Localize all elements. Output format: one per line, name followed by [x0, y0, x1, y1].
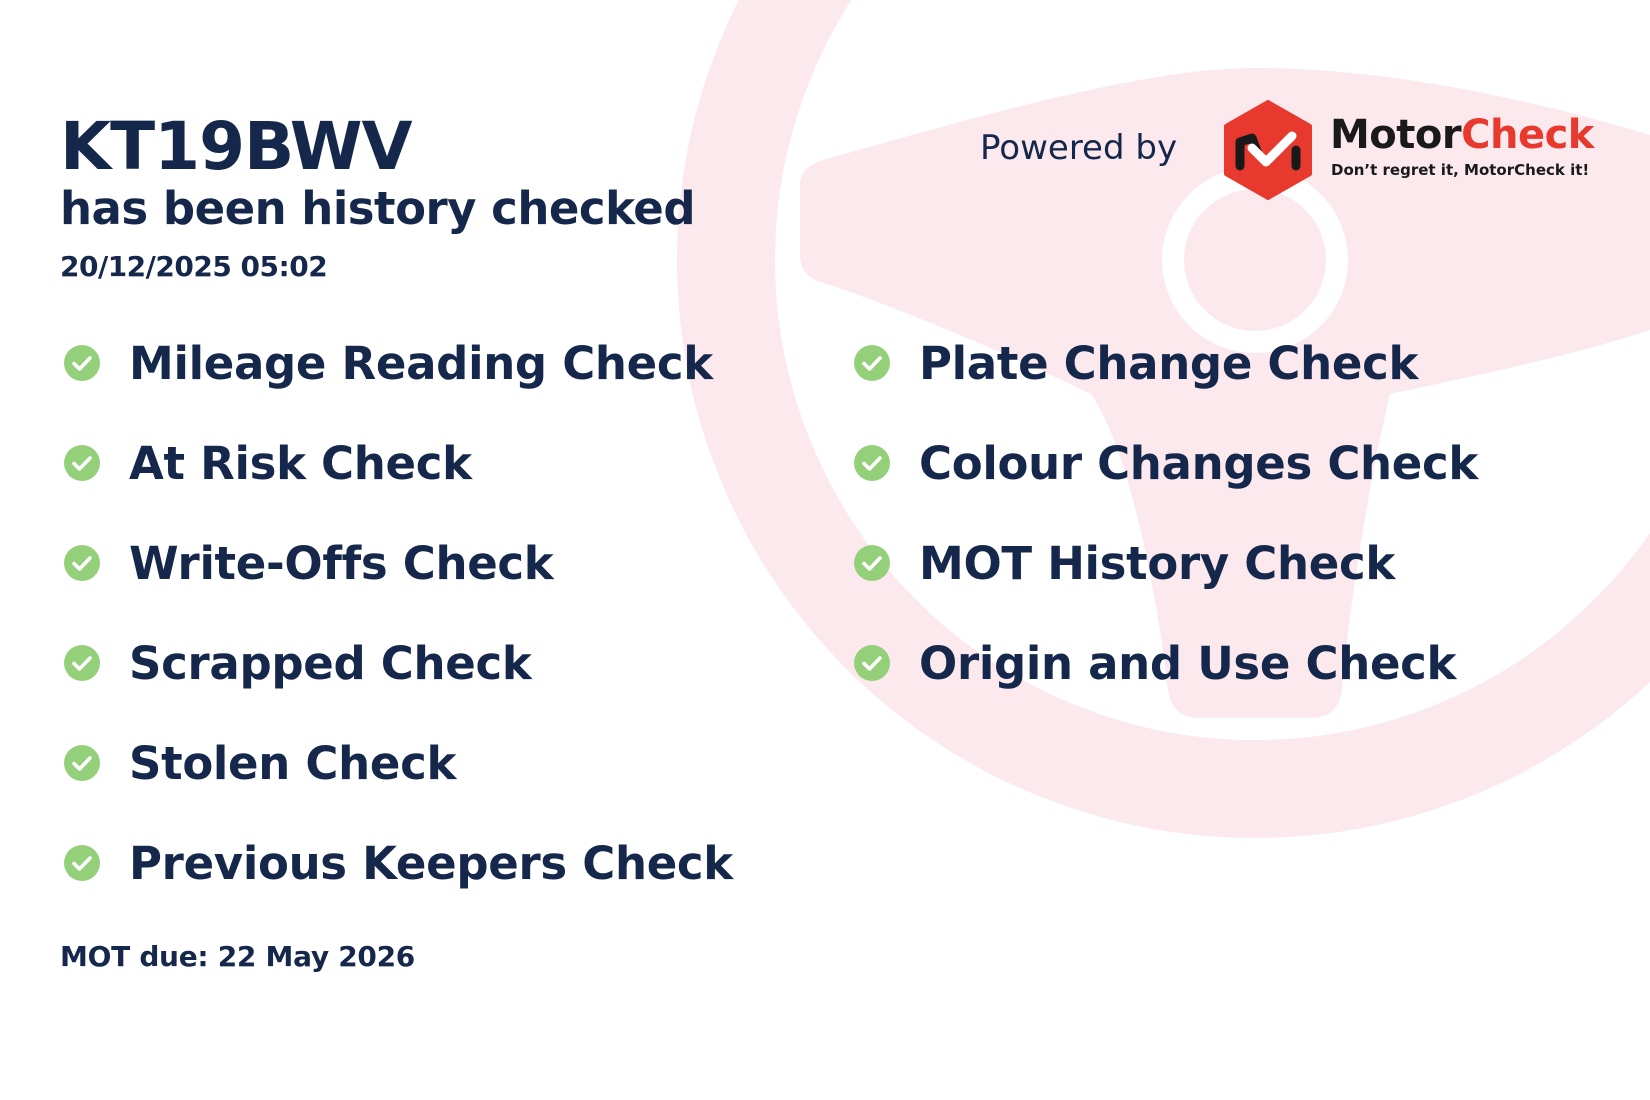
check-item: Stolen Check	[63, 733, 456, 793]
check-circle-icon	[854, 445, 890, 481]
registration-plate: KT19BWV	[60, 108, 413, 185]
check-circle-icon	[64, 645, 100, 681]
check-circle-icon	[64, 545, 100, 581]
status-heading: has been history checked	[60, 182, 696, 235]
check-item: Scrapped Check	[63, 633, 532, 693]
brand-tagline: Don’t regret it, MotorCheck it!	[1331, 161, 1590, 179]
motorcheck-brand-name: MotorCheck	[1330, 112, 1594, 158]
check-label: Plate Change Check	[919, 336, 1419, 390]
check-circle-icon	[64, 845, 100, 881]
check-label: Origin and Use Check	[919, 636, 1457, 690]
check-item: MOT History Check	[853, 533, 1395, 593]
check-circle-icon	[64, 745, 100, 781]
check-label: Stolen Check	[129, 736, 457, 790]
brand-part-motor: Motor	[1330, 112, 1462, 158]
powered-by-label: Powered by	[980, 128, 1178, 168]
check-circle-icon	[64, 445, 100, 481]
check-item: Plate Change Check	[853, 333, 1418, 393]
check-circle-icon	[854, 645, 890, 681]
check-label: Mileage Reading Check	[129, 336, 713, 390]
brand-part-check: Check	[1461, 112, 1594, 158]
check-circle-icon	[854, 345, 890, 381]
check-timestamp: 20/12/2025 05:02	[60, 250, 328, 283]
check-circle-icon	[64, 345, 100, 381]
check-item: Previous Keepers Check	[63, 833, 733, 893]
check-item: Mileage Reading Check	[63, 333, 713, 393]
check-label: Previous Keepers Check	[129, 836, 733, 890]
check-label: Scrapped Check	[129, 636, 532, 690]
motorcheck-logo-icon	[1224, 100, 1312, 200]
check-label: MOT History Check	[919, 536, 1395, 590]
check-item: At Risk Check	[63, 433, 472, 493]
check-item: Origin and Use Check	[853, 633, 1456, 693]
check-label: At Risk Check	[129, 436, 472, 490]
check-item: Write-Offs Check	[63, 533, 554, 593]
mot-due-date: MOT due: 22 May 2026	[60, 940, 415, 973]
check-label: Write-Offs Check	[129, 536, 554, 590]
check-label: Colour Changes Check	[919, 436, 1479, 490]
check-circle-icon	[854, 545, 890, 581]
check-item: Colour Changes Check	[853, 433, 1478, 493]
